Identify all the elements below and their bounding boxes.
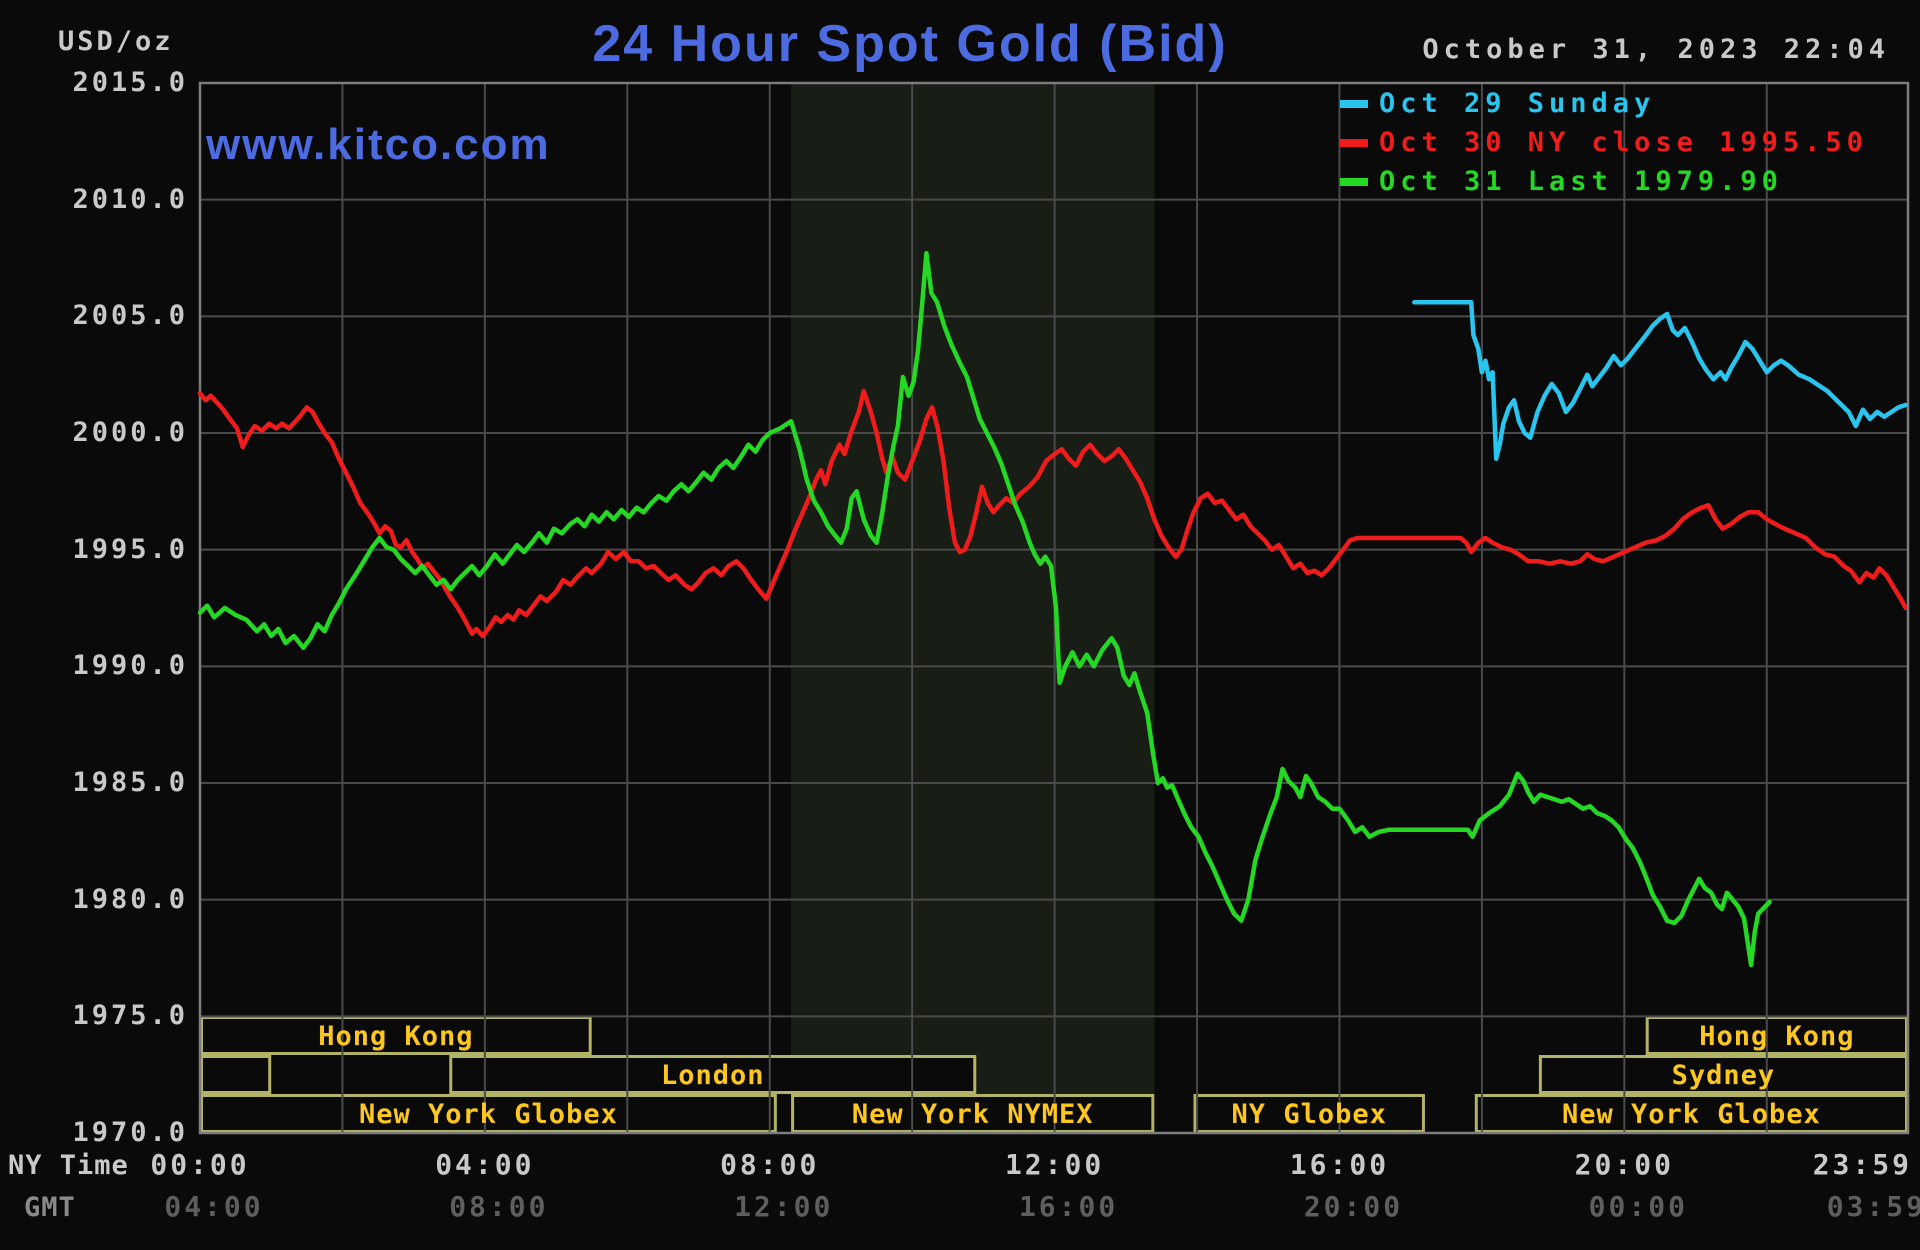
legend-label: Oct 30 NY close 1995.50 <box>1379 127 1868 158</box>
page-title: 24 Hour Spot Gold (Bid) <box>592 15 1228 73</box>
y-axis-unit-label: USD/oz <box>58 26 174 57</box>
session-label: NY Globex <box>1232 1099 1387 1130</box>
y-axis-label: 1990.0 <box>72 650 188 682</box>
session-box <box>200 1016 592 1055</box>
x-axis-label-ny: 23:59 <box>1812 1148 1912 1181</box>
x-axis-label-gmt: 04:00 <box>164 1190 264 1223</box>
x-axis-label-gmt: 16:00 <box>1018 1190 1119 1223</box>
y-axis-label: 2005.0 <box>72 300 188 332</box>
legend-dash-icon <box>1340 138 1368 147</box>
session-label: London <box>661 1060 765 1091</box>
session-box <box>1193 1094 1425 1133</box>
session-label: Hong Kong <box>1699 1021 1854 1052</box>
legend: Oct 29 Sunday Oct 30 NY close 1995.50 Oc… <box>1340 84 1868 201</box>
session-box <box>791 1094 1155 1133</box>
series-line-oct-29-sunday <box>1412 300 1908 461</box>
session-box <box>1474 1094 1908 1133</box>
session-label: Hong Kong <box>318 1021 473 1052</box>
gmt-axis-caption: GMT <box>24 1192 76 1223</box>
y-axis-label: 2010.0 <box>72 183 188 215</box>
ny-time-axis-caption: NY Time <box>8 1150 129 1181</box>
x-axis-label-gmt: 08:00 <box>449 1190 549 1223</box>
plot-border <box>198 81 1910 1135</box>
x-axis-label-ny: 16:00 <box>1289 1148 1390 1181</box>
x-axis-label-gmt: 20:00 <box>1303 1190 1404 1223</box>
legend-dash-icon <box>1340 99 1368 108</box>
legend-item-oct30: Oct 30 NY close 1995.50 <box>1340 123 1868 162</box>
x-axis-label-gmt: 03:59 <box>1826 1190 1920 1223</box>
session-label: New York NYMEX <box>852 1099 1094 1130</box>
session-box <box>1538 1055 1908 1094</box>
series-line-oct-30-ny-close-1995-50 <box>197 388 1908 639</box>
legend-label: Oct 29 Sunday <box>1379 88 1656 119</box>
session-label: Sydney <box>1672 1060 1776 1091</box>
x-axis-label-ny: 20:00 <box>1574 1148 1674 1181</box>
nymex-session-shading <box>791 83 1155 1133</box>
x-axis-label-ny: 08:00 <box>720 1148 820 1181</box>
session-box <box>200 1094 777 1133</box>
legend-label: Oct 31 Last 1979.90 <box>1379 166 1783 197</box>
y-axis-label: 1975.0 <box>72 1000 188 1032</box>
x-axis-label-gmt: 00:00 <box>1588 1190 1688 1223</box>
session-box <box>200 1055 272 1094</box>
kitco-watermark-link[interactable]: www.kitco.com <box>206 120 551 169</box>
x-axis-label-ny: 04:00 <box>435 1148 535 1181</box>
legend-dash-icon <box>1340 177 1368 186</box>
y-axis-label: 1970.0 <box>72 1117 188 1148</box>
session-box <box>1645 1016 1909 1055</box>
y-axis-label: 1995.0 <box>72 533 188 565</box>
chart-timestamp: October 31, 2023 22:04 <box>1422 34 1890 65</box>
y-axis-label: 2000.0 <box>72 417 188 448</box>
legend-item-oct31: Oct 31 Last 1979.90 <box>1340 162 1868 201</box>
series-line-oct-31-last-1979-90 <box>197 251 1772 968</box>
x-axis-label-ny: 00:00 <box>150 1148 250 1181</box>
session-label: New York Globex <box>1562 1099 1821 1130</box>
legend-item-oct29: Oct 29 Sunday <box>1340 84 1868 123</box>
x-axis-label-gmt: 12:00 <box>734 1190 834 1223</box>
session-box <box>449 1055 977 1094</box>
y-axis-label: 1985.0 <box>72 767 188 798</box>
y-axis-label: 1980.0 <box>72 883 188 915</box>
y-axis-label: 2015.0 <box>72 67 188 98</box>
x-axis-label-ny: 12:00 <box>1004 1148 1105 1181</box>
session-label: New York Globex <box>359 1099 618 1130</box>
